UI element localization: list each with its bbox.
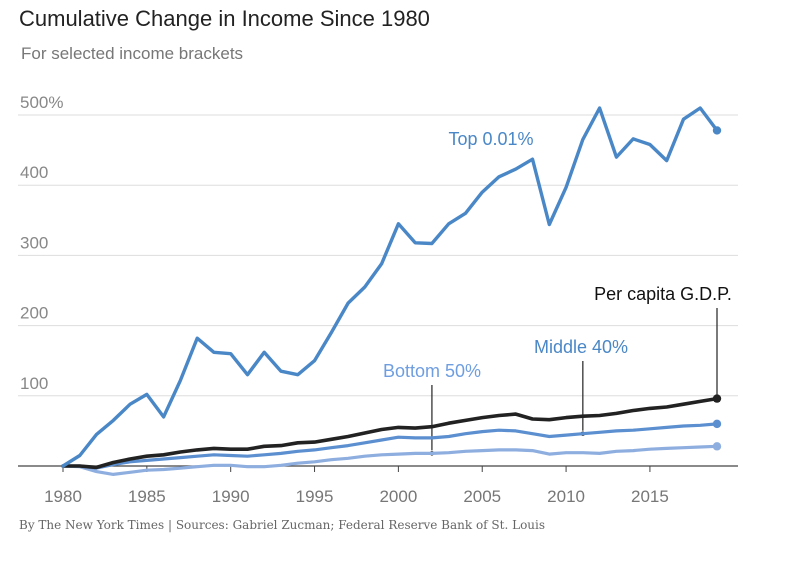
x-tick-label: 2005 (463, 487, 501, 506)
y-tick-label: 100 (20, 374, 48, 393)
chart-subtitle: For selected income brackets (21, 44, 244, 63)
series-end-point-bottom-50 (712, 442, 722, 451)
series-label-top-0-01: Top 0.01% (448, 129, 533, 149)
series-line-bottom-50 (61, 444, 719, 476)
x-tick-label: 1995 (296, 487, 334, 506)
line-chart: 100 200 300 400 500% 1980 1985 1990 1995 2000 2005… (18, 93, 738, 506)
series-end-point-per-capita-g-d-p (712, 394, 722, 403)
x-tick-label: 2015 (631, 487, 669, 506)
series-label-per-capita-g-d-p: Per capita G.D.P. (594, 284, 732, 304)
series-label-middle-40: Middle 40% (534, 337, 628, 357)
series-end-point-middle-40 (712, 419, 722, 429)
series-line-top-0-01 (61, 106, 719, 468)
y-tick-label: 200 (20, 304, 48, 323)
x-tick-label: 1990 (212, 487, 250, 506)
y-tick-label: 500% (20, 93, 63, 112)
x-tick-label: 2000 (379, 487, 417, 506)
chart-title: Cumulative Change in Income Since 1980 (19, 6, 430, 31)
x-tick-label: 1985 (128, 487, 166, 506)
series-label-bottom-50: Bottom 50% (383, 361, 481, 381)
x-tick-label: 2010 (547, 487, 585, 506)
y-tick-label: 400 (20, 163, 48, 182)
series-line-middle-40 (61, 422, 719, 470)
y-tick-label: 300 (20, 233, 48, 252)
series-end-point-top-0-01 (712, 126, 722, 135)
x-tick-label: 1980 (44, 487, 82, 506)
source-credit: By The New York Times | Sources: Gabriel… (19, 518, 546, 532)
series-line-per-capita-g-d-p (61, 396, 719, 470)
